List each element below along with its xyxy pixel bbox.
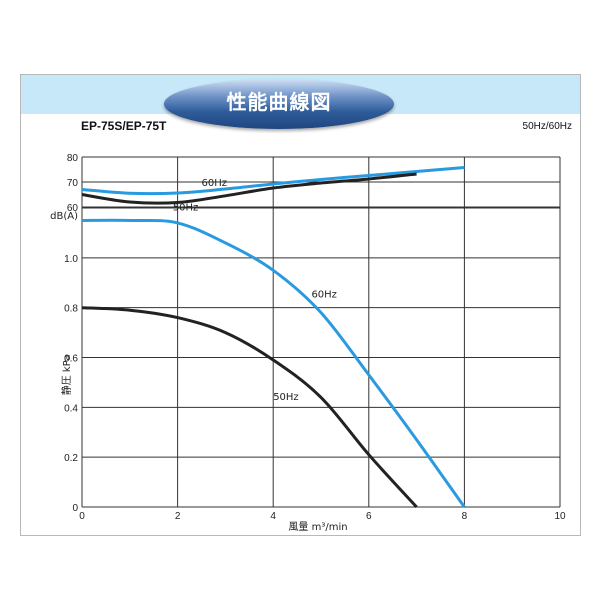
y-tick-label: 60: [67, 203, 79, 214]
pressure-series-label: 60Hz: [311, 290, 337, 301]
x-tick-label: 2: [175, 511, 181, 522]
noise-curve-50hz: [81, 172, 417, 205]
noise-axis-label: dB(A): [50, 211, 78, 222]
model-label: EP-75S/EP-75T: [81, 119, 167, 133]
pressure-curve-50hz: [81, 306, 418, 509]
pressure-curve-60hz: [81, 218, 466, 508]
title-badge: [164, 79, 394, 129]
noise-series-label: 60Hz: [202, 178, 228, 189]
y-tick-label: 1.0: [64, 254, 78, 265]
x-tick-label: 4: [270, 511, 276, 522]
pressure-axis-label: 静圧 kPa: [60, 355, 73, 396]
y-tick-label: 0.6: [64, 354, 78, 365]
x-tick-label: 10: [554, 511, 566, 522]
x-tick-label: 6: [366, 511, 372, 522]
chart-frame: 性能曲線図 EP-75S/EP-75T 50Hz/60Hz: [20, 74, 581, 536]
x-tick-label: 0: [79, 511, 85, 522]
chart-title: 性能曲線図: [226, 90, 332, 114]
y-tick-label: 0.2: [64, 453, 78, 464]
noise-curve-60hz: [81, 166, 465, 196]
y-tick-label: 0.8: [64, 304, 78, 315]
y-tick-label: 80: [67, 153, 79, 164]
x-axis-label: 風量 m³/min: [288, 521, 347, 533]
x-tick-label: 8: [462, 511, 468, 522]
frequency-label: 50Hz/60Hz: [522, 121, 572, 132]
noise-series-label: 50Hz: [173, 203, 199, 214]
y-tick-label: 0: [72, 503, 78, 514]
pressure-series-label: 50Hz: [273, 392, 299, 403]
y-tick-label: 0.4: [64, 403, 78, 414]
y-tick-label: 70: [67, 178, 79, 189]
